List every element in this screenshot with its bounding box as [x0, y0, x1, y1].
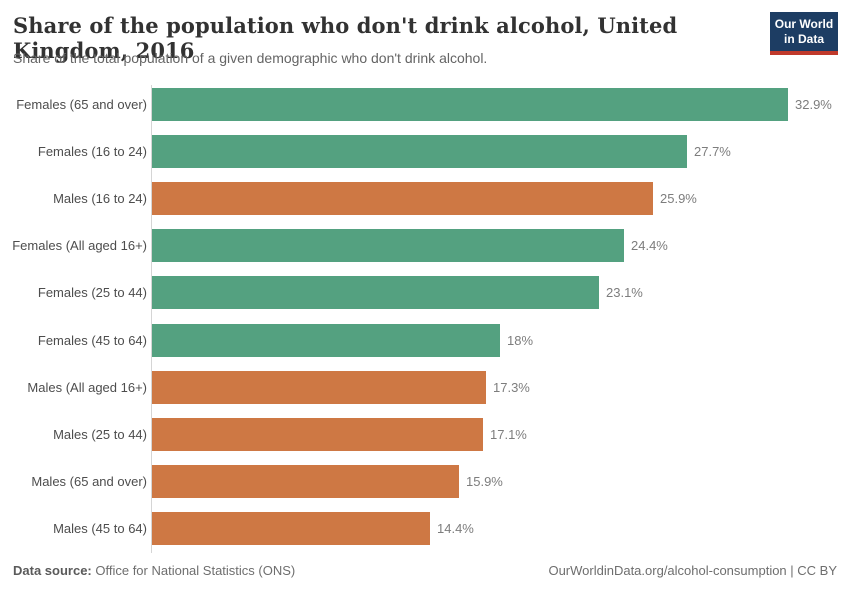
- y-axis-line: [151, 85, 152, 553]
- bar: [152, 182, 653, 216]
- category-label: Females (16 to 24): [37, 144, 147, 160]
- category-label: Females (65 and over): [16, 97, 147, 113]
- bar-wrap: 18%: [152, 323, 850, 357]
- category-label: Females (All aged 16+): [12, 238, 147, 254]
- attribution-link[interactable]: OurWorldinData.org/alcohol-consumption |…: [548, 563, 837, 578]
- bar: [152, 135, 687, 169]
- bar-wrap: 27.7%: [152, 135, 850, 169]
- bar-wrap: 32.9%: [152, 88, 850, 122]
- category-label: Females (25 to 44): [37, 285, 147, 301]
- bar-value-label: 25.9%: [660, 191, 697, 207]
- chart-row: Males (65 and over) 15.9%: [0, 458, 850, 505]
- bar-value-label: 17.3%: [493, 379, 530, 395]
- bar-value-label: 24.4%: [631, 238, 668, 254]
- bar-wrap: 24.4%: [152, 229, 850, 263]
- category-label: Females (45 to 64): [37, 332, 147, 348]
- category-label: Males (45 to 64): [53, 520, 147, 536]
- bar: [152, 276, 599, 310]
- chart-row: Females (All aged 16+) 24.4%: [0, 222, 850, 269]
- bar-value-label: 17.1%: [490, 426, 527, 442]
- bar-value-label: 32.9%: [795, 97, 832, 113]
- bar-value-label: 15.9%: [466, 473, 503, 489]
- owid-logo-line2: in Data: [783, 32, 824, 46]
- bar-value-label: 18%: [507, 332, 534, 348]
- bar: [152, 511, 430, 545]
- bar-wrap: 15.9%: [152, 464, 850, 498]
- category-label: Males (25 to 44): [53, 426, 147, 442]
- bar: [152, 88, 788, 122]
- bar-wrap: 23.1%: [152, 276, 850, 310]
- bar: [152, 323, 500, 357]
- bar-wrap: 17.1%: [152, 417, 850, 451]
- chart-row: Females (45 to 64) 18%: [0, 316, 850, 363]
- bar-value-label: 14.4%: [437, 520, 474, 536]
- data-source-label: Data source:: [13, 563, 92, 578]
- category-label: Males (65 and over): [31, 473, 147, 489]
- chart-row: Males (25 to 44) 17.1%: [0, 411, 850, 458]
- chart-row: Females (25 to 44) 23.1%: [0, 269, 850, 316]
- bar-wrap: 25.9%: [152, 182, 850, 216]
- chart-row: Males (All aged 16+) 17.3%: [0, 364, 850, 411]
- data-source-value: Office for National Statistics (ONS): [91, 563, 296, 578]
- bar-value-label: 27.7%: [694, 144, 731, 160]
- chart-row: Males (16 to 24) 25.9%: [0, 175, 850, 222]
- owid-logo-line1: Our World: [774, 17, 834, 31]
- bar-value-label: 23.1%: [606, 285, 643, 301]
- owid-logo-strip: [770, 51, 838, 55]
- chart-subtitle: Share of the total population of a given…: [13, 50, 488, 66]
- plot-rows: Females (65 and over) 32.9% Females (16 to…: [0, 81, 850, 552]
- category-label: Males (16 to 24): [53, 191, 147, 207]
- bar-wrap: 17.3%: [152, 370, 850, 404]
- owid-logo-text: Our World in Data: [770, 12, 838, 51]
- data-source-note: Data source: Office for National Statist…: [13, 563, 295, 578]
- chart-footer: Data source: Office for National Statist…: [13, 563, 837, 578]
- owid-logo[interactable]: Our World in Data: [770, 12, 838, 55]
- chart-title: Share of the population who don't drink …: [13, 13, 678, 63]
- chart-row: Females (16 to 24) 27.7%: [0, 128, 850, 175]
- chart-row: Males (45 to 64) 14.4%: [0, 505, 850, 552]
- bar: [152, 229, 624, 263]
- bar-wrap: 14.4%: [152, 511, 850, 545]
- chart-row: Females (65 and over) 32.9%: [0, 81, 850, 128]
- bar: [152, 464, 459, 498]
- bar: [152, 417, 483, 451]
- category-label: Males (All aged 16+): [27, 379, 147, 395]
- bar: [152, 370, 486, 404]
